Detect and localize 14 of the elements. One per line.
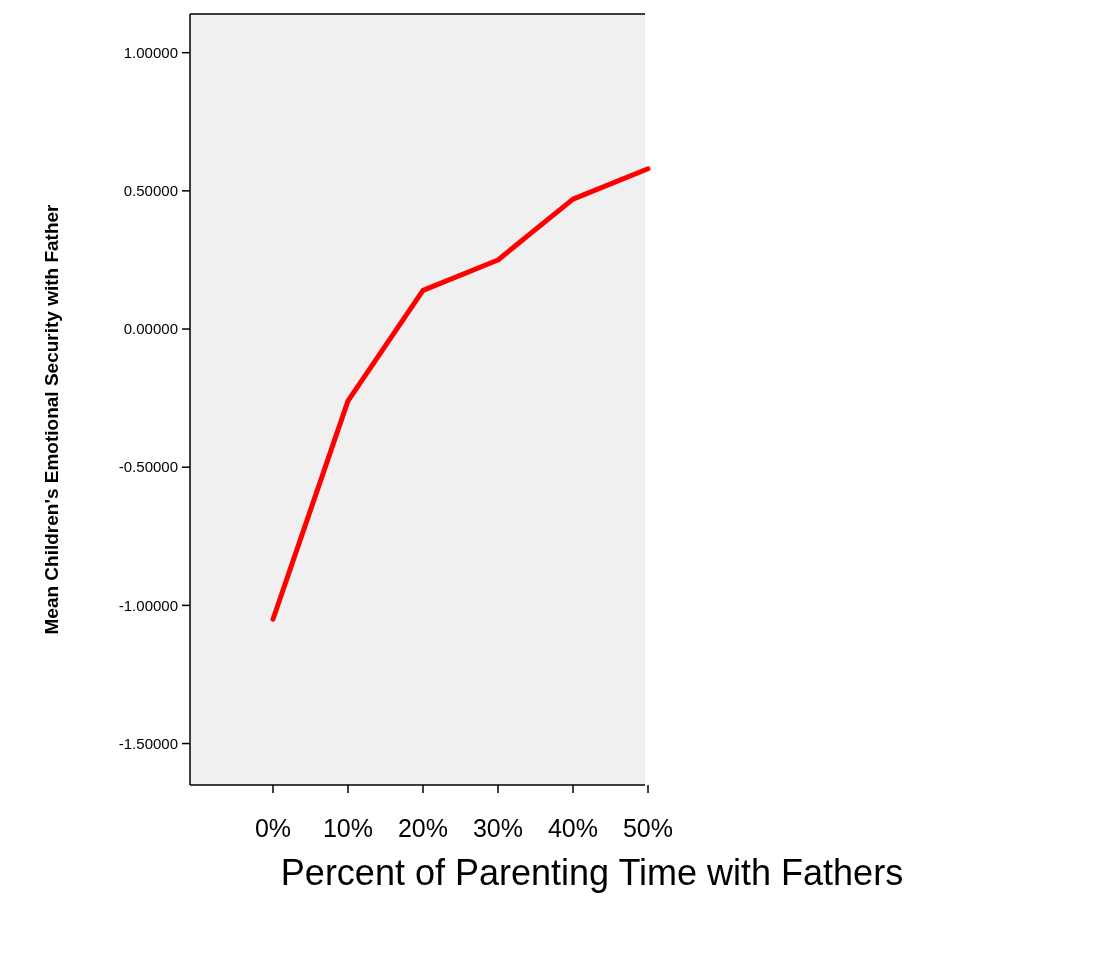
y-tick-label: 0.50000 bbox=[123, 182, 178, 200]
y-tick-label: 0.00000 bbox=[123, 320, 178, 338]
y-tick-label: -1.50000 bbox=[118, 734, 178, 752]
x-axis-title: Percent of Parenting Time with Fathers bbox=[280, 852, 904, 893]
x-tick-label: 40% bbox=[547, 814, 599, 842]
y-tick-label: -0.50000 bbox=[118, 458, 178, 476]
x-tick-label: 0% bbox=[254, 814, 292, 842]
y-axis-title: Mean Children's Emotional Security with Father bbox=[41, 203, 62, 635]
x-tick-label: 10% bbox=[322, 814, 374, 842]
x-tick-label: 30% bbox=[472, 814, 524, 842]
x-tick-label: 50% bbox=[622, 814, 674, 842]
x-tick-label: 20% bbox=[397, 814, 449, 842]
y-tick-label: 1.00000 bbox=[123, 43, 178, 61]
y-tick-label: -1.00000 bbox=[118, 596, 178, 614]
